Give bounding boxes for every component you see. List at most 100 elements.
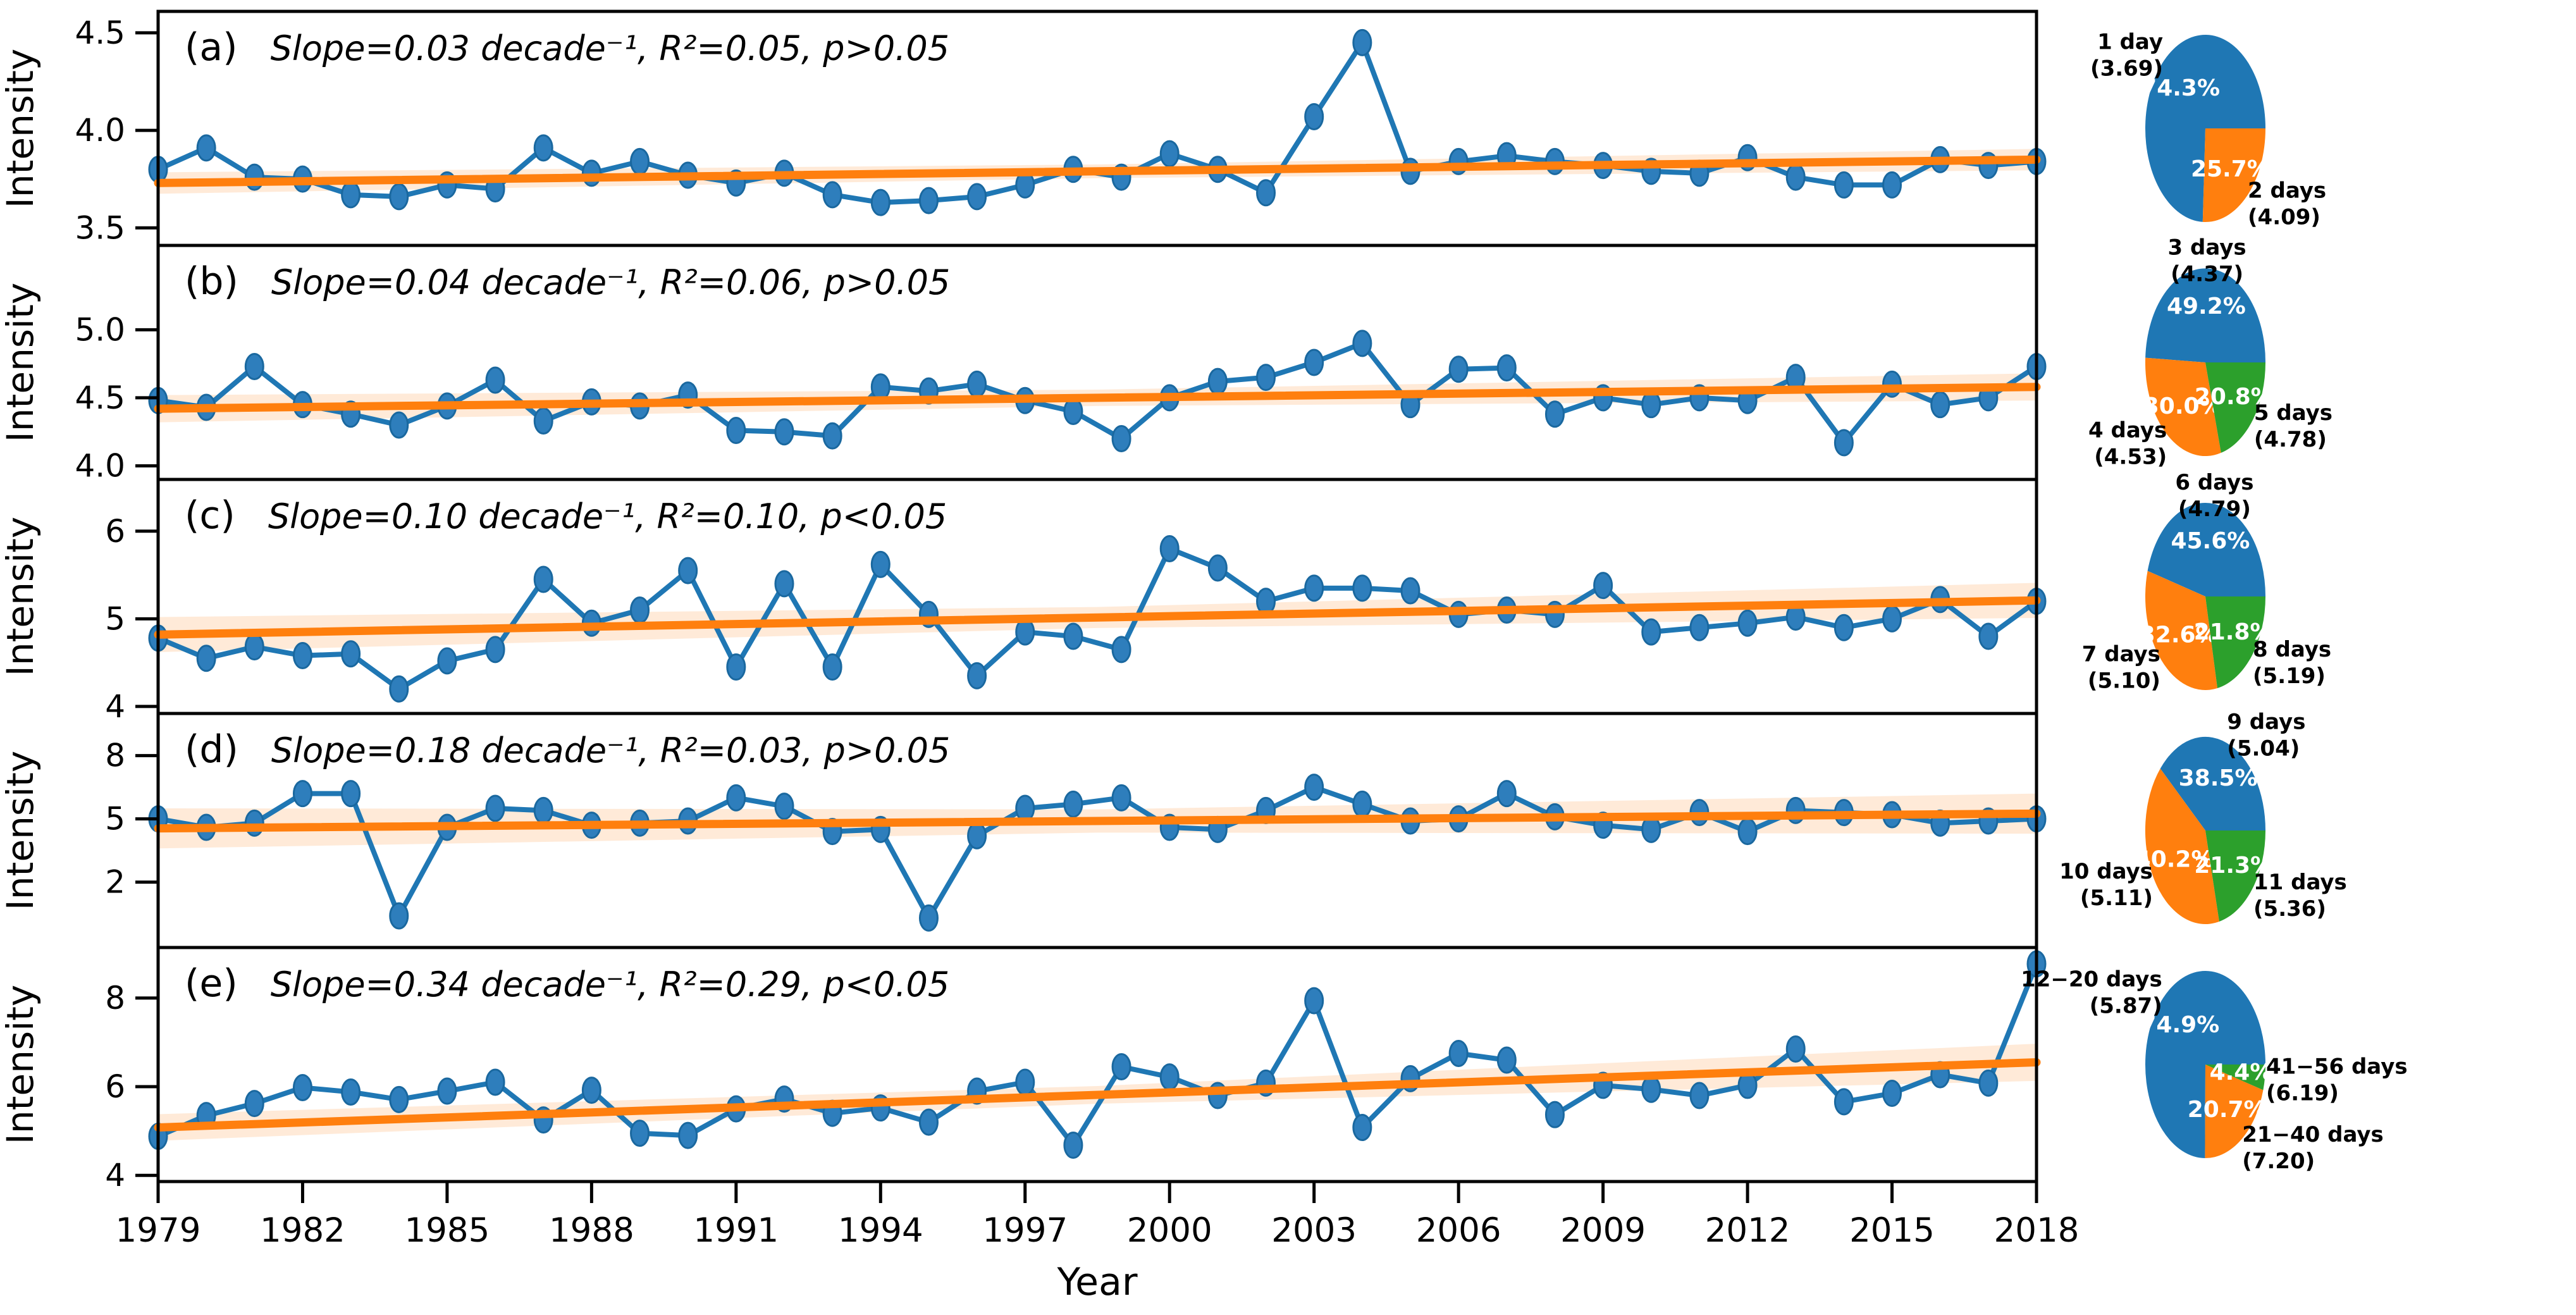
data-point-marker [1448, 1039, 1469, 1067]
data-point-marker [581, 1077, 601, 1104]
pie-slice [2160, 736, 2265, 830]
data-point-marker [1978, 1069, 1999, 1097]
data-point-marker [1015, 1068, 1035, 1096]
data-point-marker [1063, 790, 1083, 818]
data-point-marker [678, 557, 698, 584]
data-point-marker [341, 1078, 361, 1106]
pie-slice [2205, 596, 2265, 688]
x-tick-label: 2018 [1994, 1211, 2080, 1250]
x-tick-label: 2015 [1849, 1211, 1935, 1250]
y-tick-label: 2 [105, 864, 125, 901]
x-axis-title: Year [1057, 1260, 1138, 1304]
x-tick-label: 2003 [1271, 1211, 1357, 1250]
panel-c-stats-text: Slope=0.10 decade⁻¹, R²=0.10, p<0.05 [268, 497, 947, 536]
data-point-marker [1159, 1063, 1180, 1091]
data-point-marker [437, 647, 457, 675]
data-point-marker [1063, 1132, 1083, 1159]
data-point-marker [1544, 1101, 1565, 1128]
pie-slice-mean-label: (4.09) [2248, 205, 2320, 230]
data-point-marker [967, 822, 987, 849]
pie-slice-mean-label: (6.19) [2266, 1080, 2339, 1106]
y-tick-label: 8 [105, 738, 125, 774]
pie-slice-mean-label: (5.04) [2227, 736, 2300, 762]
data-point-marker [1496, 780, 1517, 808]
trend-line [154, 155, 2041, 187]
data-point-marker [389, 675, 409, 703]
data-point-marker [341, 780, 361, 808]
data-point-marker [918, 1108, 939, 1136]
panel-e-tag: (e) [185, 961, 238, 1006]
data-point-marker [244, 352, 264, 380]
data-point-marker [1304, 574, 1324, 602]
pie-slice-label: 12−20 days [2021, 967, 2162, 992]
data-point-marker [485, 794, 505, 822]
y-tick-label: 4.5 [75, 15, 125, 51]
data-point-marker [1641, 618, 1661, 646]
data-point-marker [1593, 572, 1613, 600]
pie-slice [2205, 362, 2265, 453]
data-point-marker [1111, 636, 1131, 664]
intensity-series-line [157, 340, 2038, 445]
pie-slice [2145, 971, 2265, 1158]
data-point-marker [341, 181, 361, 209]
data-point-marker [389, 183, 409, 211]
data-point-marker [1352, 790, 1372, 818]
data-point-marker [1256, 179, 1276, 207]
panel-e-annotation: (e) Slope=0.34 decade⁻¹, R²=0.29, p<0.05 [185, 961, 949, 1006]
data-point-marker [1304, 103, 1324, 130]
data-point-marker [918, 187, 939, 214]
panel-b-tag: (b) [185, 259, 238, 304]
pie-percentage-label: 38.5% [2179, 765, 2258, 791]
pie-slice-label: 3 days [2168, 235, 2246, 260]
pie-slice-label: 7 days [2082, 642, 2160, 667]
pie-slice-mean-label: (5.36) [2253, 896, 2326, 922]
pie-slice [2205, 1065, 2265, 1090]
data-point-marker [630, 1120, 650, 1147]
data-point-marker [1833, 171, 1854, 199]
data-point-marker [870, 550, 891, 578]
pie-slice [2147, 502, 2265, 596]
data-point-marker [1256, 588, 1276, 615]
panel-c-annotation: (c) Slope=0.10 decade⁻¹, R²=0.10, p<0.05 [185, 493, 947, 538]
data-point-marker [1785, 163, 1806, 191]
panel-d-tag: (d) [185, 727, 238, 772]
x-tick-label: 2006 [1416, 1211, 1501, 1250]
pie-slice [2145, 769, 2219, 925]
data-point-marker [533, 134, 553, 162]
panel-d-stats-text: Slope=0.18 decade⁻¹, R²=0.03, p>0.05 [271, 731, 951, 770]
data-point-marker [870, 188, 891, 216]
data-point-marker [485, 1068, 505, 1096]
trend-line [154, 383, 2041, 413]
data-point-marker [1111, 1053, 1131, 1081]
data-point-marker [726, 653, 746, 681]
panel-frame [156, 946, 2038, 1183]
pie-slice-label: 2 days [2248, 178, 2326, 204]
data-point-marker [1207, 554, 1228, 582]
data-point-marker [1882, 1080, 1902, 1108]
data-point-marker [1448, 355, 1469, 383]
y-tick-label: 8 [105, 980, 125, 1016]
data-point-marker [1496, 1046, 1517, 1074]
data-point-marker [581, 159, 601, 187]
y-tick-label: 4.0 [75, 112, 125, 149]
data-point-marker [1015, 794, 1035, 822]
pie-slice-mean-label: (4.78) [2254, 427, 2327, 452]
pie-slice [2202, 128, 2266, 223]
panel-a-annotation: (a) Slope=0.03 decade⁻¹, R²=0.05, p>0.05 [185, 25, 949, 70]
panel-d-annotation: (d) Slope=0.18 decade⁻¹, R²=0.03, p>0.05 [185, 727, 950, 772]
data-point-marker [678, 1121, 698, 1149]
pie-slice [2145, 268, 2266, 362]
intensity-series-line [157, 546, 2038, 692]
data-point-marker [1496, 354, 1517, 382]
data-point-marker [437, 1077, 457, 1105]
data-point-marker [1400, 577, 1420, 605]
pie-slice-mean-label: (5.19) [2253, 664, 2326, 689]
y-tick-label: 4.0 [75, 447, 125, 484]
data-point-marker [1111, 784, 1131, 812]
x-tick-label: 1982 [260, 1211, 345, 1250]
pie-slice [2205, 830, 2265, 922]
data-point-marker [1641, 1075, 1661, 1103]
data-point-marker [774, 793, 794, 820]
data-point-marker [1737, 818, 1758, 846]
